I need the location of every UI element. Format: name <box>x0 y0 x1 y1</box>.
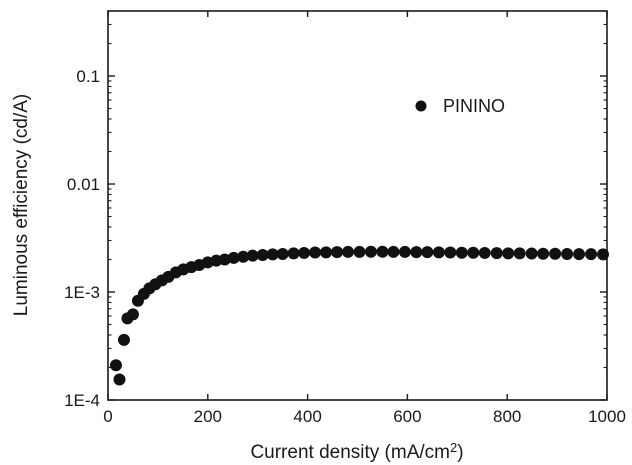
data-point <box>266 248 279 261</box>
data-point <box>573 248 586 261</box>
data-point <box>298 246 311 259</box>
data-point <box>478 246 491 259</box>
data-point <box>525 247 538 260</box>
data-point <box>585 248 598 261</box>
legend-label: PININO <box>443 96 505 116</box>
data-point <box>227 251 240 264</box>
x-tick-label: 400 <box>293 407 321 426</box>
legend: PININO <box>415 96 505 116</box>
data-point <box>109 359 122 372</box>
data-point <box>256 249 269 262</box>
y-axis: 1E-4 1E-3 0.01 0.1 <box>64 23 607 410</box>
data-point <box>117 333 130 346</box>
plot-frame <box>107 10 608 401</box>
data-point <box>376 245 389 258</box>
x-tick-label: 0 <box>103 407 112 426</box>
data-point <box>597 248 610 261</box>
data-point <box>444 246 457 259</box>
y-tick-label: 0.1 <box>76 67 100 86</box>
x-tick-label: 200 <box>194 407 222 426</box>
data-point <box>246 249 259 262</box>
x-tick-label: 600 <box>393 407 421 426</box>
data-point <box>490 247 503 260</box>
legend-marker <box>415 100 427 112</box>
data-point <box>309 246 322 259</box>
data-point <box>387 245 400 258</box>
x-axis: 0 200 400 600 800 1000 <box>103 11 626 426</box>
y-tick-label: 1E-3 <box>64 283 100 302</box>
data-point <box>364 245 377 258</box>
data-point <box>421 246 434 259</box>
x-tick-label: 800 <box>493 407 521 426</box>
data-point <box>342 245 355 258</box>
y-axis-title: Luminous efficiency (cd/A) <box>11 94 32 316</box>
x-tick-label: 1000 <box>588 407 626 426</box>
data-point <box>502 247 515 260</box>
data-point <box>320 246 333 259</box>
data-point <box>513 247 526 260</box>
data-point <box>549 247 562 260</box>
data-point <box>561 247 574 260</box>
data-point <box>537 247 550 260</box>
data-point <box>432 246 445 259</box>
data-point <box>218 253 231 266</box>
data-point <box>410 246 423 259</box>
y-tick-label: 0.01 <box>67 175 100 194</box>
data-point <box>276 247 289 260</box>
y-tick-label: 1E-4 <box>64 391 100 410</box>
data-point <box>353 245 366 258</box>
data-point <box>331 246 344 259</box>
data-point <box>113 373 126 386</box>
x-axis-title: Current density (mA/cm2) <box>250 440 463 463</box>
data-point <box>398 245 411 258</box>
data-point <box>455 246 468 259</box>
data-point <box>287 247 300 260</box>
data-point <box>126 308 139 321</box>
data-point <box>237 250 250 263</box>
data-point <box>467 246 480 259</box>
data-points <box>109 245 610 386</box>
